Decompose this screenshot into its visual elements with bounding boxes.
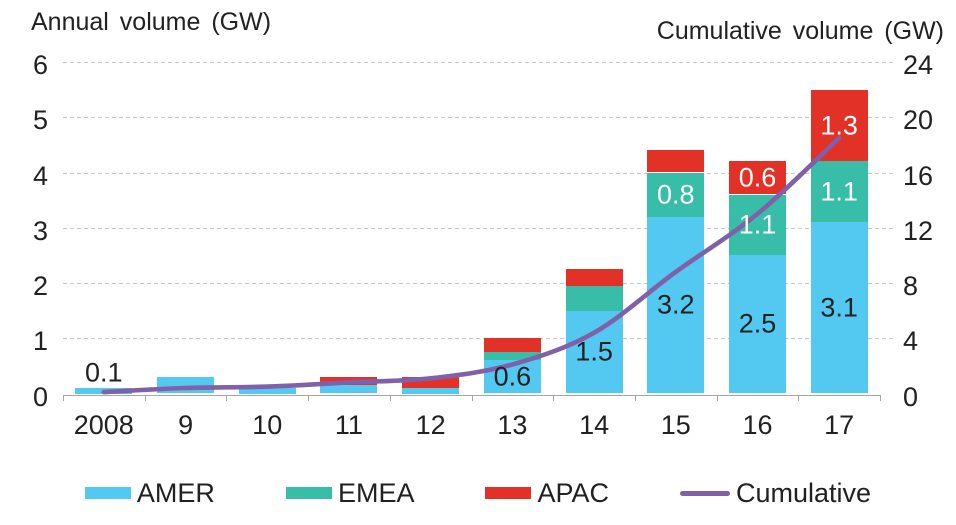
axis-tick-mark bbox=[634, 394, 636, 401]
data-label-amer-16: 2.5 bbox=[738, 308, 777, 339]
legend-color-swatch bbox=[485, 487, 532, 499]
x-tick-16: 16 bbox=[742, 410, 773, 440]
right-tick-4: 4 bbox=[903, 326, 919, 357]
left-tick-2: 2 bbox=[32, 271, 48, 301]
legend: AMER EMEA APAC Cumulative bbox=[0, 477, 956, 509]
right-tick-12: 12 bbox=[903, 215, 934, 246]
gridline bbox=[63, 62, 893, 63]
right-axis-title: Cumulative volume (GW) bbox=[656, 17, 944, 45]
axis-tick-mark bbox=[716, 394, 718, 401]
data-label-apac-16: 0.6 bbox=[738, 162, 777, 193]
bar-segment-apac-14 bbox=[565, 269, 623, 286]
x-tick-12: 12 bbox=[415, 410, 446, 440]
axis-tick-mark bbox=[308, 394, 310, 401]
right-tick-24: 24 bbox=[903, 50, 934, 80]
data-label-emea-16: 1.1 bbox=[738, 209, 777, 240]
x-tick-10: 10 bbox=[252, 410, 283, 440]
x-tick-11: 11 bbox=[334, 410, 363, 440]
legend-item-apac: APAC bbox=[485, 477, 609, 508]
left-tick-4: 4 bbox=[32, 160, 48, 191]
legend-item-amer: AMER bbox=[84, 477, 215, 508]
data-label-amer-14: 1.5 bbox=[575, 336, 613, 367]
axis-tick-mark bbox=[389, 394, 391, 401]
x-tick-15: 15 bbox=[660, 410, 691, 440]
data-label-emea-15: 0.8 bbox=[657, 179, 695, 210]
left-tick-0: 0 bbox=[32, 381, 48, 412]
x-tick-14: 14 bbox=[579, 410, 610, 440]
data-label-amer-17: 3.1 bbox=[820, 292, 858, 323]
axis-tick-mark bbox=[144, 394, 146, 401]
legend-color-swatch bbox=[84, 487, 131, 499]
bar-segment-apac-15 bbox=[647, 150, 705, 173]
right-tick-16: 16 bbox=[903, 160, 934, 191]
legend-item-cumulative: Cumulative bbox=[680, 477, 872, 508]
axis-tick-mark bbox=[880, 394, 881, 401]
bar-segment-amer-10 bbox=[238, 388, 296, 394]
legend-label: Cumulative bbox=[736, 477, 872, 508]
gridline bbox=[63, 117, 893, 119]
data-label-amer-15: 3.2 bbox=[657, 289, 695, 320]
legend-label: APAC bbox=[537, 477, 609, 508]
bar-segment-apac-13 bbox=[483, 338, 541, 353]
bar-segment-emea-13 bbox=[483, 352, 541, 361]
left-tick-5: 5 bbox=[32, 105, 48, 136]
left-tick-1: 1 bbox=[32, 326, 48, 357]
axis-tick-mark bbox=[553, 394, 555, 401]
bar-segment-amer-12 bbox=[402, 388, 460, 394]
bar-segment-apac-11 bbox=[320, 376, 378, 386]
bar-segment-apac-12 bbox=[402, 376, 460, 388]
x-tick-17: 17 bbox=[824, 410, 855, 440]
bar-segment-emea-14 bbox=[565, 285, 623, 311]
axis-tick-mark bbox=[226, 394, 228, 401]
data-label-amer-2008: 0.1 bbox=[85, 357, 123, 388]
data-label-apac-17: 1.3 bbox=[820, 110, 858, 140]
bar-segment-amer-2008 bbox=[75, 388, 133, 394]
x-tick-13: 13 bbox=[497, 410, 528, 440]
right-tick-0: 0 bbox=[903, 381, 919, 412]
left-tick-6: 6 bbox=[32, 50, 48, 80]
left-axis-title: Annual volume (GW) bbox=[31, 8, 272, 36]
x-tick-9: 9 bbox=[178, 410, 194, 440]
bar-segment-amer-11 bbox=[320, 385, 378, 394]
axis-tick-mark bbox=[798, 394, 800, 401]
data-label-emea-17: 1.1 bbox=[820, 176, 858, 207]
x-tick-2008: 2008 bbox=[73, 410, 134, 440]
right-tick-8: 8 bbox=[903, 271, 919, 301]
bar-segment-amer-9 bbox=[157, 376, 215, 394]
legend-color-swatch bbox=[285, 487, 332, 499]
legend-line-marker bbox=[680, 490, 730, 496]
right-tick-20: 20 bbox=[903, 105, 934, 136]
left-tick-3: 3 bbox=[32, 215, 48, 246]
data-label-amer-13: 0.6 bbox=[493, 361, 532, 392]
legend-label: EMEA bbox=[337, 477, 415, 508]
legend-item-emea: EMEA bbox=[285, 477, 415, 508]
axis-tick-mark bbox=[471, 394, 473, 401]
axis-tick-mark bbox=[63, 394, 64, 401]
legend-label: AMER bbox=[136, 477, 215, 508]
